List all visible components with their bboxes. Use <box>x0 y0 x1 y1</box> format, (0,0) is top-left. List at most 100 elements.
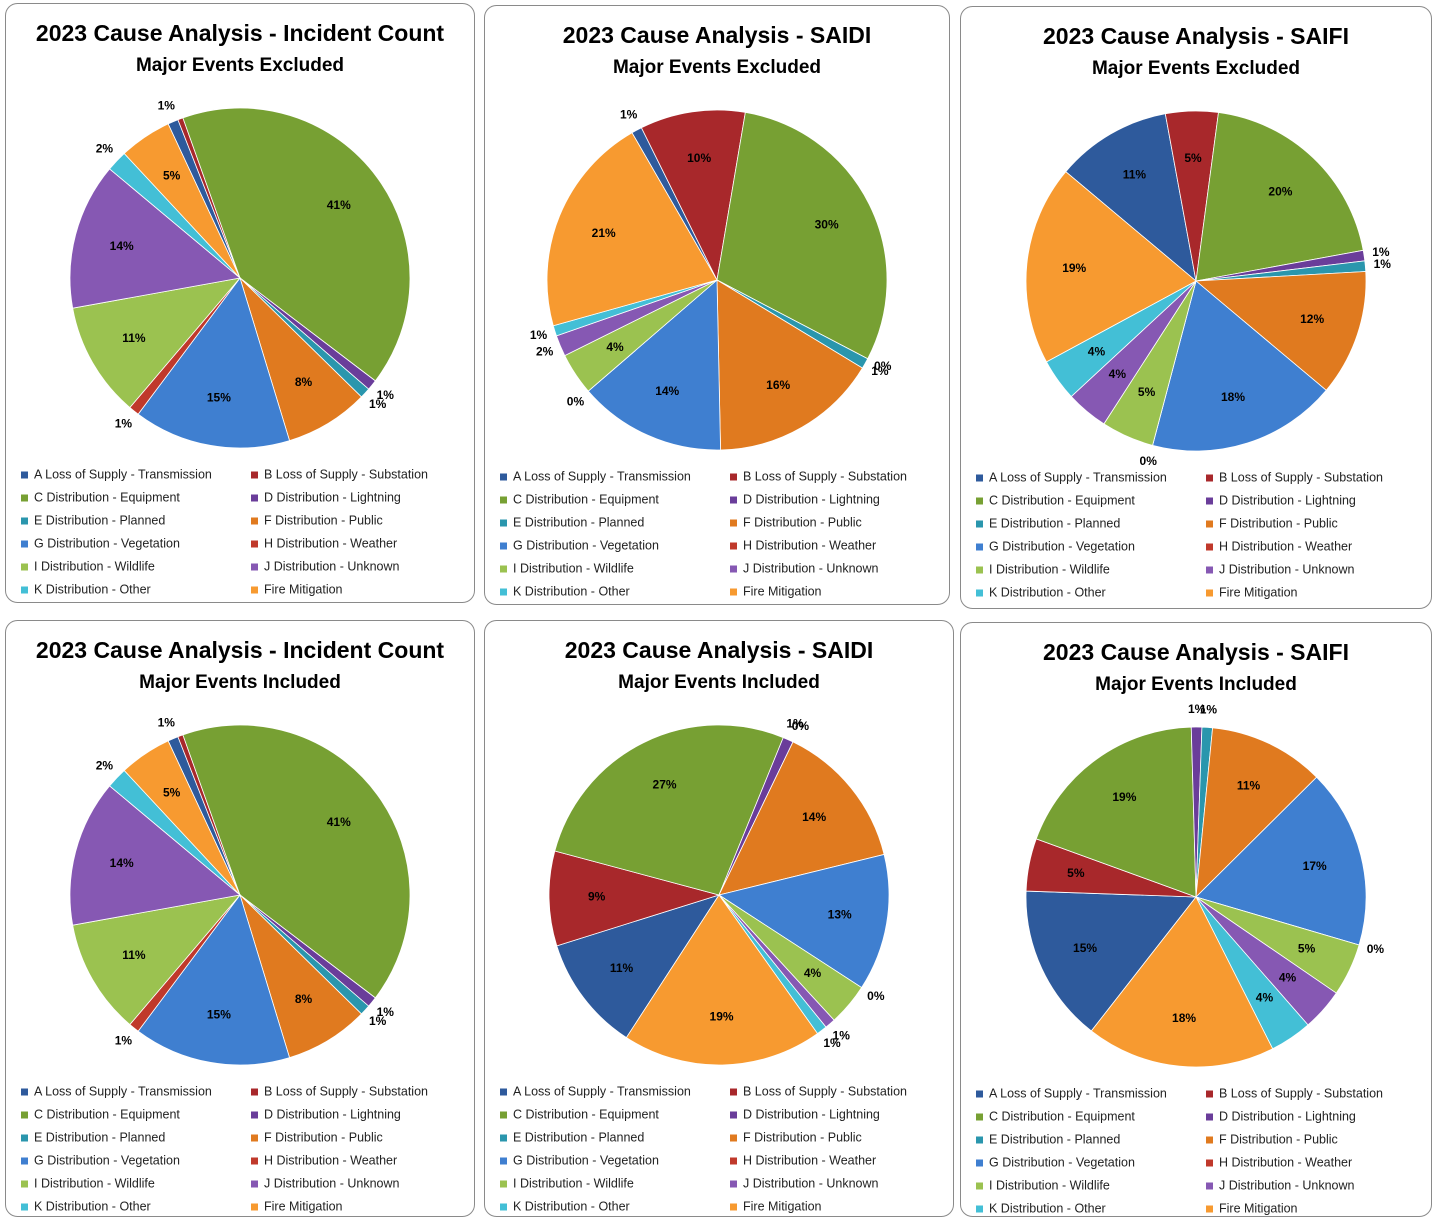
chart-panel: 2023 Cause Analysis - SAIDI Major Events … <box>484 5 950 605</box>
legend-swatch <box>21 586 28 594</box>
legend-label: I Distribution - Wildlife <box>513 561 634 575</box>
data-label: 10% <box>687 151 711 165</box>
legend-label: A Loss of Supply - Transmission <box>34 467 212 481</box>
data-label: 18% <box>1172 1011 1196 1025</box>
data-label: 14% <box>110 239 134 253</box>
legend-swatch <box>21 1180 28 1188</box>
data-label: 1% <box>115 416 133 430</box>
legend-swatch <box>730 542 737 550</box>
legend-label: K Distribution - Other <box>34 1199 151 1213</box>
legend-swatch <box>500 473 507 481</box>
legend-label: K Distribution - Other <box>513 584 630 598</box>
pie-slice <box>587 279 721 451</box>
data-label: 5% <box>163 169 181 183</box>
legend-swatch <box>730 588 737 596</box>
legend-label: J Distribution - Unknown <box>1219 1178 1355 1192</box>
legend-swatch <box>21 1088 28 1096</box>
pie-slice <box>718 741 885 896</box>
data-label: 1% <box>1200 703 1218 717</box>
data-label: 12% <box>1300 312 1324 326</box>
legend-swatch <box>976 1136 983 1144</box>
legend-swatch <box>1206 1136 1213 1144</box>
legend-label: F Distribution - Public <box>1219 1132 1338 1146</box>
legend-label: A Loss of Supply - Transmission <box>513 469 691 483</box>
pie-slice <box>556 894 720 1039</box>
legend-swatch <box>730 1088 737 1096</box>
chart-subtitle: Major Events Included <box>139 672 341 693</box>
data-label: 1% <box>377 388 395 402</box>
legend-swatch <box>251 586 258 594</box>
legend-label: C Distribution - Equipment <box>513 492 659 506</box>
legend-label: D Distribution - Lightning <box>1219 1109 1356 1123</box>
legend-swatch <box>21 1203 28 1211</box>
pie-slice <box>548 850 721 947</box>
data-label: 4% <box>804 966 822 980</box>
legend-label: F Distribution - Public <box>1219 516 1338 530</box>
data-label: 19% <box>710 1010 734 1024</box>
legend-swatch <box>730 496 737 504</box>
data-label: 15% <box>1073 941 1097 955</box>
pie-slice <box>1194 271 1367 391</box>
data-label: 4% <box>606 340 624 354</box>
data-label: 0% <box>792 719 810 733</box>
legend-label: J Distribution - Unknown <box>1219 562 1355 576</box>
legend-swatch <box>730 1134 737 1142</box>
legend-swatch <box>251 494 258 502</box>
data-label: 14% <box>655 384 679 398</box>
legend-label: I Distribution - Wildlife <box>513 1176 634 1190</box>
data-label: 1% <box>115 1033 133 1047</box>
pie-slice <box>182 107 411 382</box>
data-label: 5% <box>163 786 181 800</box>
legend-swatch <box>730 1180 737 1188</box>
legend-swatch <box>1206 589 1213 597</box>
legend-swatch <box>976 1113 983 1121</box>
data-label: 17% <box>1303 859 1327 873</box>
legend-swatch <box>976 1205 983 1213</box>
legend-swatch <box>730 519 737 527</box>
data-label: 8% <box>295 375 313 389</box>
data-label: 1% <box>1374 257 1392 271</box>
pie-slice <box>123 123 241 279</box>
data-label: 19% <box>1112 790 1136 804</box>
legend-label: K Distribution - Other <box>989 1201 1106 1215</box>
legend-label: C Distribution - Equipment <box>34 1107 180 1121</box>
legend-label: D Distribution - Lightning <box>264 490 401 504</box>
legend-label: Fire Mitigation <box>743 584 822 598</box>
legend-swatch <box>730 565 737 573</box>
pie-slice <box>137 277 291 449</box>
legend-swatch <box>976 543 983 551</box>
data-label: 1% <box>871 364 889 378</box>
pie-slice <box>718 853 890 989</box>
pie-slice <box>72 277 242 409</box>
data-label: 11% <box>1123 167 1147 181</box>
legend-label: D Distribution - Lightning <box>264 1107 401 1121</box>
legend-swatch <box>21 517 28 525</box>
legend-swatch <box>21 1157 28 1165</box>
legend-swatch <box>976 566 983 574</box>
legend-swatch <box>1206 520 1213 528</box>
legend-swatch <box>730 1203 737 1211</box>
pie-slice <box>716 111 888 360</box>
data-label: 15% <box>207 391 231 405</box>
legend-label: F Distribution - Public <box>743 515 862 529</box>
chart-subtitle: Major Events Excluded <box>136 55 344 76</box>
data-label: 13% <box>828 908 852 922</box>
legend-label: C Distribution - Equipment <box>989 1109 1135 1123</box>
legend-label: B Loss of Supply - Substation <box>743 469 907 483</box>
legend-swatch <box>730 1157 737 1165</box>
data-label: 1% <box>833 1029 851 1043</box>
data-label: 21% <box>592 226 616 240</box>
legend-swatch <box>976 1159 983 1167</box>
legend-label: C Distribution - Equipment <box>34 490 180 504</box>
data-label: 0% <box>1367 942 1385 956</box>
legend-swatch <box>251 1157 258 1165</box>
legend-swatch <box>251 563 258 571</box>
chart-panel: 2023 Cause Analysis - SAIFI Major Events … <box>960 6 1432 609</box>
legend-label: G Distribution - Vegetation <box>513 1153 659 1167</box>
legend-label: G Distribution - Vegetation <box>34 1153 180 1167</box>
pie-slice <box>1195 727 1318 899</box>
legend-swatch <box>500 1088 507 1096</box>
pie-slice <box>182 724 411 999</box>
pie-slice <box>625 894 819 1066</box>
legend-label: A Loss of Supply - Transmission <box>513 1084 691 1098</box>
